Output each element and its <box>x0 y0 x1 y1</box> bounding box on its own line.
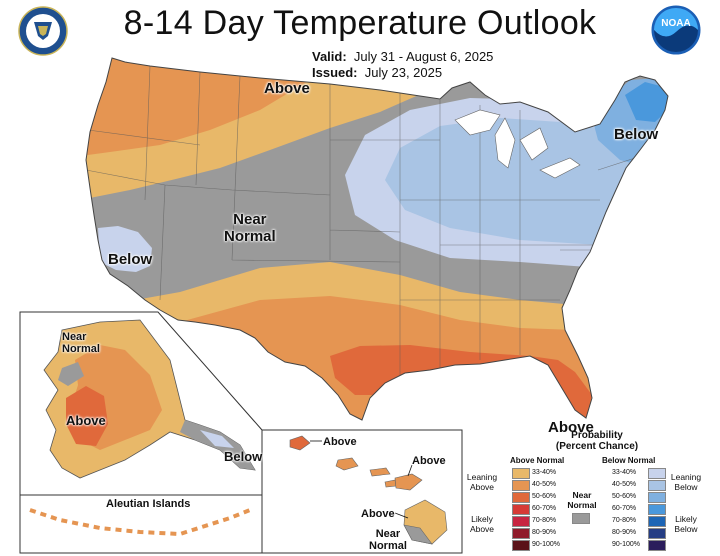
legend-above-range: 70-80% <box>532 517 557 524</box>
label-below-northeast: Below <box>614 126 659 143</box>
label-below-california: Below <box>108 251 153 268</box>
legend-near-normal-swatch <box>572 513 590 524</box>
probability-legend: Probability (Percent Chance) Above Norma… <box>462 430 720 556</box>
legend-below-swatch <box>648 468 666 479</box>
legend-above-range: 40-50% <box>532 481 557 488</box>
legend-above-range: 50-60% <box>532 493 557 500</box>
aleutian-islands-label: Aleutian Islands <box>106 498 191 510</box>
label-above-north: Above <box>264 80 310 97</box>
alaska-label-below: Below <box>224 449 263 464</box>
svg-text:NOAA: NOAA <box>661 18 690 29</box>
legend-above-swatch <box>512 528 530 539</box>
hawaii-label-above-big-island: Above <box>361 508 395 520</box>
legend-above-swatch <box>512 480 530 491</box>
hawaii-islands <box>289 435 448 545</box>
legend-above-swatch <box>512 468 530 479</box>
legend-above-swatch <box>512 504 530 515</box>
valid-label: Valid: <box>312 49 347 64</box>
legend-above-swatch <box>512 492 530 503</box>
issued-label: Issued: <box>312 65 358 80</box>
legend-near-normal-label: Near Normal <box>567 490 597 510</box>
legend-below-range: 40-50% <box>612 481 637 488</box>
legend-likely-below: Likely Below <box>674 514 698 534</box>
legend-above-range: 90-100% <box>532 541 561 548</box>
legend-below-swatch <box>648 540 666 551</box>
issued-date: Issued: July 23, 2025 <box>312 65 442 80</box>
legend-above-swatch <box>512 540 530 551</box>
alaska-label-above: Above <box>66 413 106 428</box>
legend-below-range: 60-70% <box>612 505 637 512</box>
legend-leaning-below: Leaning Below <box>670 472 702 492</box>
legend-likely-above: Likely Above <box>469 514 495 534</box>
department-of-commerce-seal-icon <box>18 6 68 56</box>
legend-below-swatch <box>648 492 666 503</box>
aleutian-inset-frame <box>19 494 263 554</box>
legend-below-range: 90-100% <box>612 541 641 548</box>
page-title: 8-14 Day Temperature Outlook <box>123 4 597 42</box>
legend-above-range: 33-40% <box>532 469 557 476</box>
legend-below-swatch <box>648 516 666 527</box>
legend-below-range: 50-60% <box>612 493 637 500</box>
alaska-label-near-normal: Near Normal <box>62 331 100 355</box>
noaa-logo-icon: NOAA <box>650 4 702 56</box>
valid-value: July 31 - August 6, 2025 <box>353 49 494 64</box>
legend-below-swatch <box>648 480 666 491</box>
hawaii-label-near-normal: Near Normal <box>369 528 407 552</box>
issued-value: July 23, 2025 <box>364 65 443 80</box>
label-near-normal-central: Near Normal <box>224 211 276 245</box>
legend-title: Probability (Percent Chance) <box>555 430 639 452</box>
legend-below-range: 33-40% <box>612 469 637 476</box>
legend-below-range: 70-80% <box>612 517 637 524</box>
hawaii-label-above-kauai: Above <box>323 436 357 448</box>
legend-below-header: Below Normal <box>602 456 656 465</box>
alaska-shape <box>29 319 256 537</box>
legend-above-header: Above Normal <box>510 456 565 465</box>
legend-leaning-above: Leaning Above <box>466 472 498 492</box>
legend-above-range: 60-70% <box>532 505 557 512</box>
legend-below-range: 80-90% <box>612 529 637 536</box>
legend-above-swatch <box>512 516 530 527</box>
legend-above-range: 80-90% <box>532 529 557 536</box>
legend-below-swatch <box>648 504 666 515</box>
label-above-florida: Above <box>548 419 594 436</box>
hawaii-label-above-maui: Above <box>412 455 446 467</box>
legend-below-swatch <box>648 528 666 539</box>
valid-dates: Valid: July 31 - August 6, 2025 <box>312 49 493 64</box>
